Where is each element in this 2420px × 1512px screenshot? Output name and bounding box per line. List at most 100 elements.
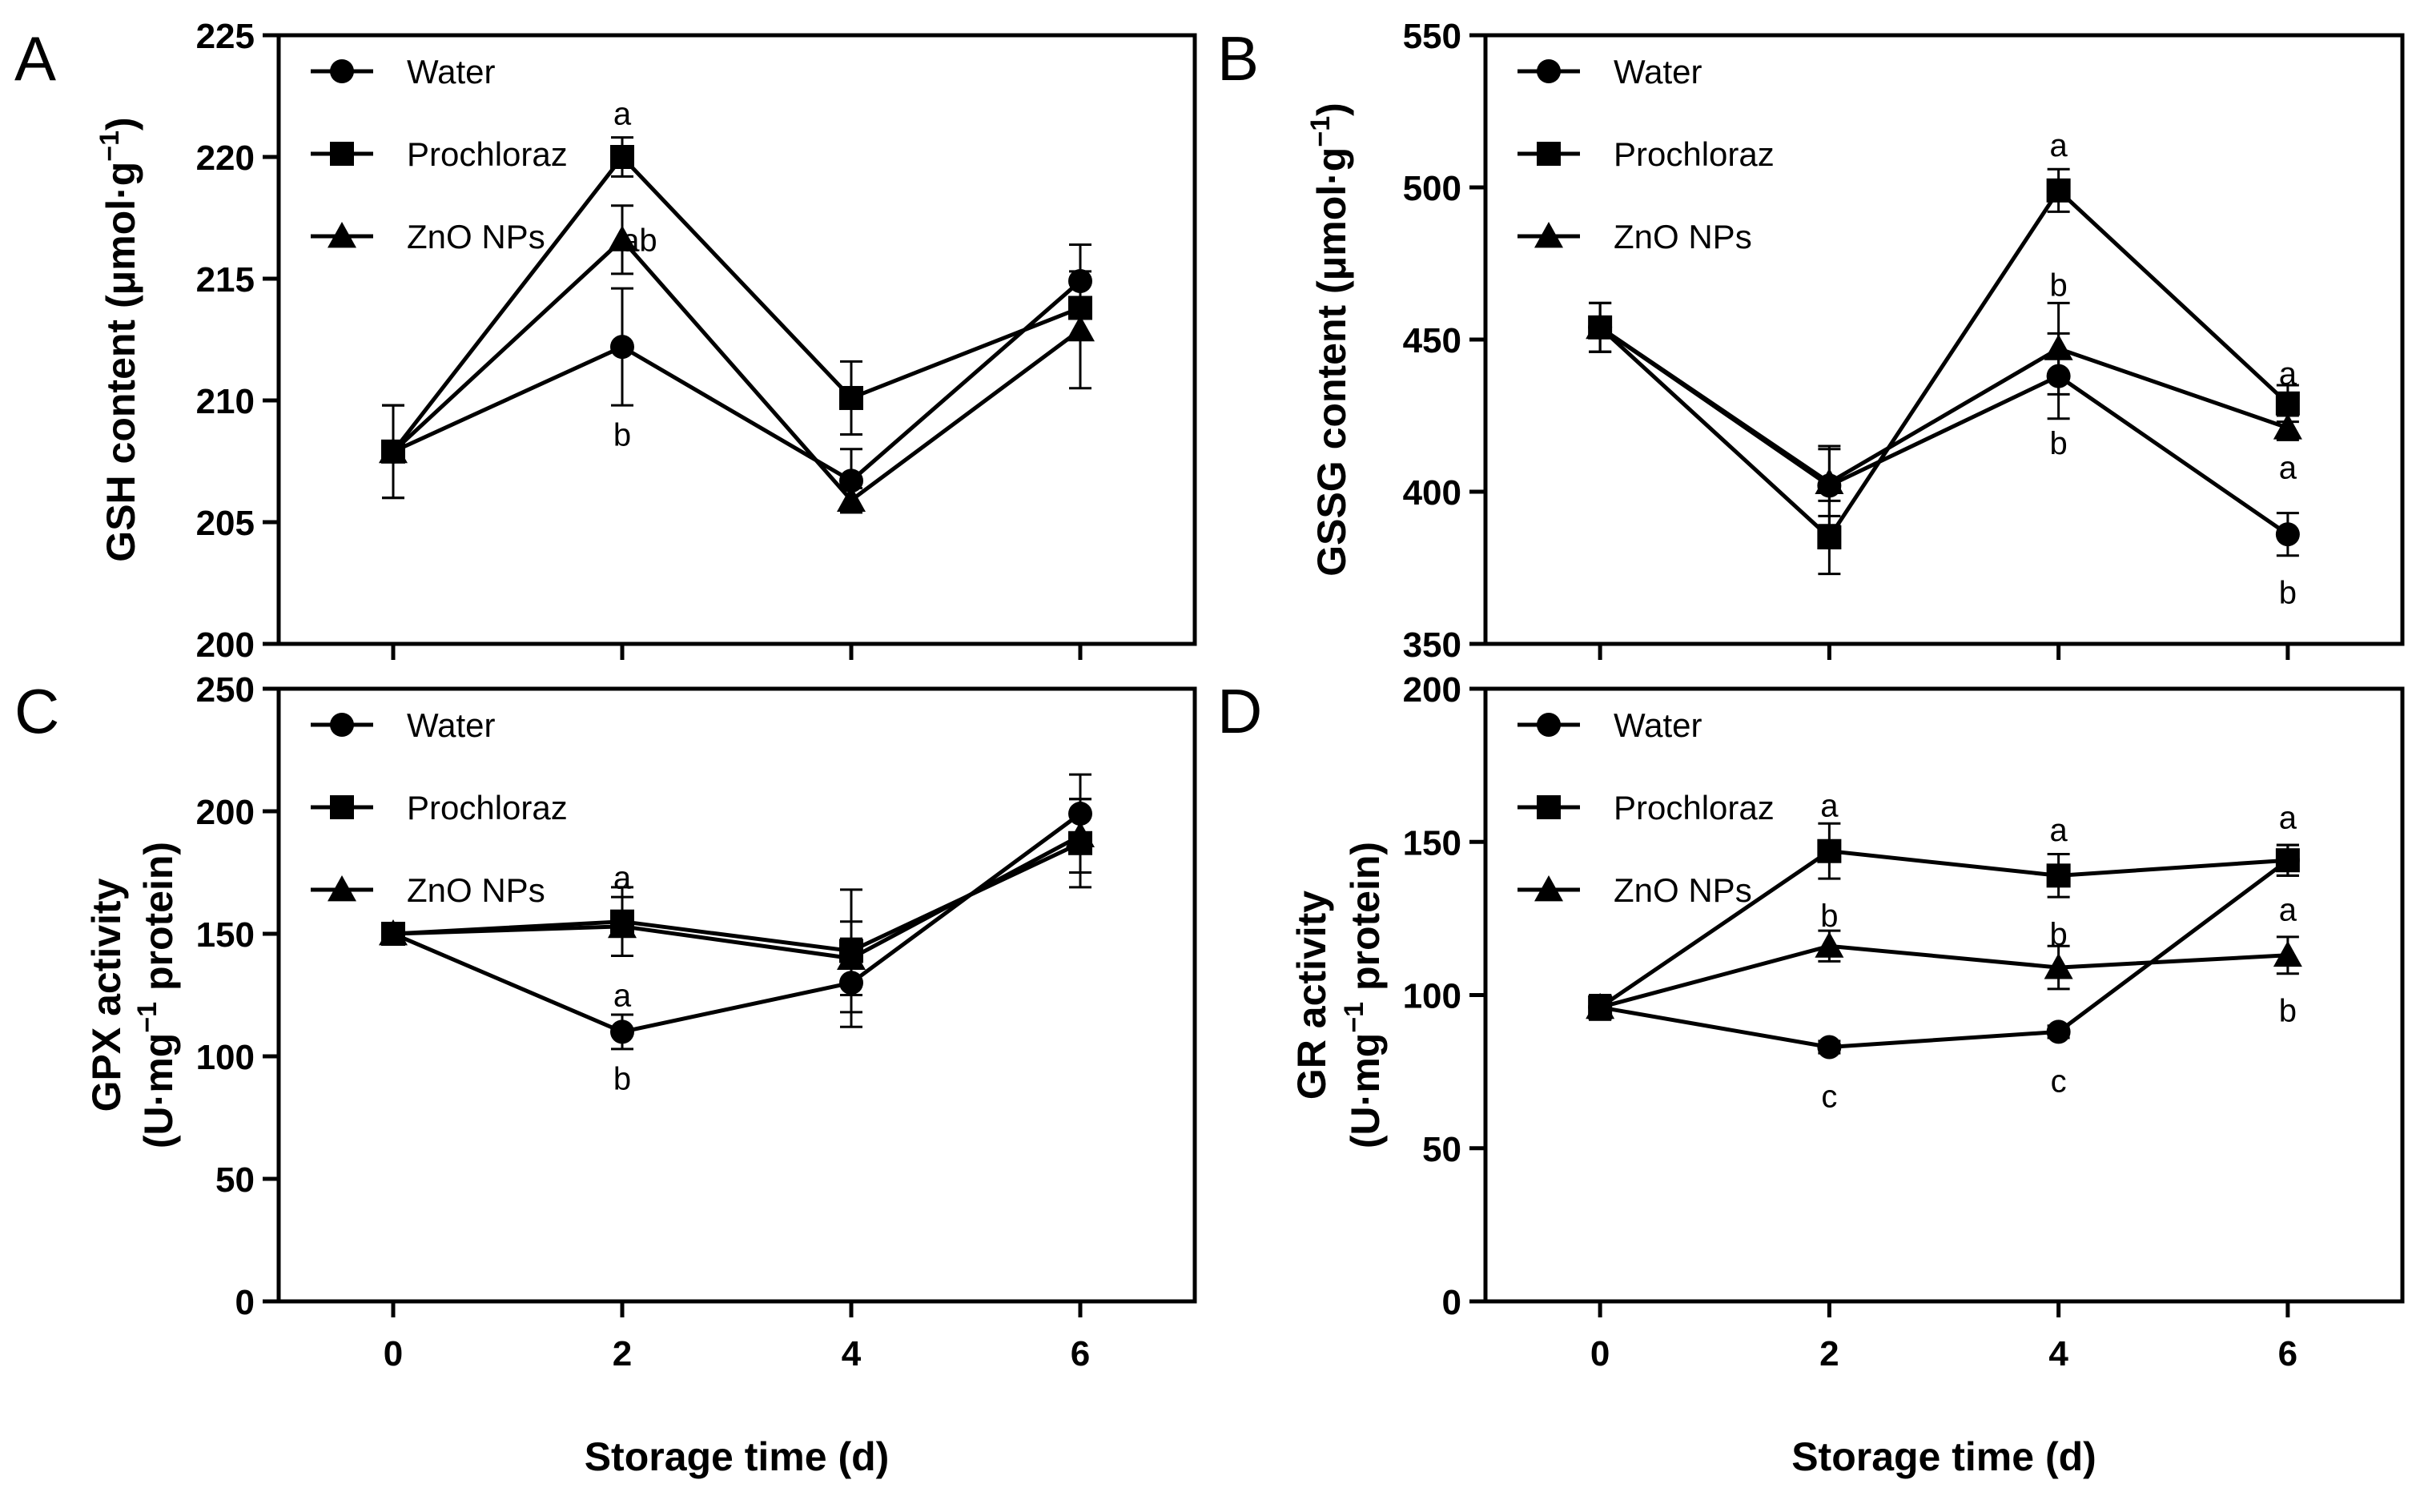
data-point [2046, 1019, 2071, 1044]
y-tick-label: 100 [196, 1038, 255, 1077]
y-axis-title: GR activity [1289, 891, 1334, 1100]
data-point [608, 225, 637, 251]
x-tick-label: 4 [842, 1334, 862, 1373]
significance-label: a [2050, 128, 2068, 163]
legend-label: ZnO NPs [407, 871, 545, 909]
significance-label: b [2279, 994, 2297, 1029]
data-point [610, 145, 634, 169]
significance-label: ab [621, 223, 657, 258]
data-point [2275, 522, 2300, 547]
panel-a: A 200 205 210 215 220 225 GSH content (μmol·g−1… [14, 17, 1197, 665]
panel-d: D 0 50 100 150 200 0 2 4 6 GR activity (U·mg−1 prot… [1217, 670, 2405, 1373]
data-point [1817, 838, 1842, 863]
y-axis-title-sup: −1 [94, 131, 125, 162]
significance-label: c [1821, 1080, 1837, 1115]
series-line [1598, 325, 2289, 537]
data-point [2273, 413, 2302, 440]
data-point [379, 436, 408, 464]
data-point [2044, 953, 2073, 979]
plot-frame [1483, 33, 2405, 646]
data-point [1586, 312, 1615, 340]
data-point [837, 485, 866, 513]
y-tick-label: 450 [1403, 321, 1461, 360]
legend-marker [328, 875, 356, 902]
x-axis-title: Storage time (d) [1791, 1434, 2096, 1479]
series-prochloraz [381, 136, 1092, 500]
legend-marker [1537, 142, 1561, 166]
panel-c: C 0 50 100 150 200 250 0 2 4 6 GPX activity (U·mg−1 … [14, 670, 1197, 1373]
series-zno-nps [1586, 301, 2302, 517]
series-line [1598, 849, 2289, 1009]
significance-label: b [2050, 268, 2068, 304]
legend-label: ZnO NPs [1614, 871, 1752, 909]
y-tick-label: 100 [1403, 977, 1461, 1016]
significance-label: c [2051, 1064, 2067, 1100]
data-point [2044, 334, 2073, 360]
series-line [392, 812, 1082, 1034]
series-zno-nps [379, 204, 1095, 514]
series-line [392, 155, 1081, 453]
data-point [839, 468, 863, 493]
y-tick-label: 200 [1403, 670, 1461, 710]
data-point [1815, 931, 1844, 958]
legend-marker [1537, 713, 1561, 737]
series-line [1598, 325, 2289, 485]
y-axis-title-units: (U·mg−1 protein) [132, 842, 181, 1148]
significance-label: a [2050, 813, 2068, 848]
y-axis-title: GSH content (μmol·g−1) [94, 117, 143, 561]
significance-label: a [2279, 801, 2297, 836]
plot-frame [1483, 686, 2405, 1304]
series-zno-nps [1586, 929, 2302, 1021]
y-axis-title-part: GSSG content (μmol·g [1309, 147, 1354, 577]
legend: Water Prochloraz ZnO NPs [1518, 53, 1775, 255]
x-tick-label: 0 [384, 1334, 403, 1373]
y-tick-label: 215 [196, 260, 255, 300]
legend: Water Prochloraz ZnO NPs [311, 706, 568, 909]
x-tick-label: 6 [1071, 1334, 1090, 1373]
y-tick-label: 200 [196, 625, 255, 665]
legend-marker [330, 142, 354, 166]
data-point [610, 1019, 634, 1044]
legend-label: Water [1614, 53, 1702, 90]
y-axis-title: GPX activity [84, 878, 129, 1112]
data-point [839, 385, 863, 410]
panel-letter: C [14, 676, 59, 746]
legend: Water Prochloraz ZnO NPs [311, 53, 568, 255]
y-axis-title-part: protein) [136, 842, 181, 1002]
y-tick-label: 250 [196, 670, 255, 710]
legend-marker [330, 795, 354, 819]
y-tick-label: 210 [196, 382, 255, 421]
legend-label: Water [407, 706, 495, 744]
data-point [1066, 821, 1095, 847]
data-point [1817, 525, 1842, 549]
plot-frame [276, 686, 1197, 1304]
legend-label: Prochloraz [1614, 789, 1775, 826]
series-water [1588, 301, 2300, 557]
y-tick-label: 225 [196, 17, 255, 56]
y-axis-title-part: protein) [1343, 842, 1388, 1002]
series-line [392, 834, 1082, 961]
data-point [2273, 940, 2302, 967]
significance-label: a [2279, 451, 2297, 486]
x-tick-label: 6 [2278, 1334, 2297, 1373]
legend-label: Prochloraz [407, 789, 568, 826]
plot-frame [276, 33, 1197, 646]
y-axis-title-units: (U·mg−1 protein) [1339, 842, 1388, 1148]
legend-marker [1534, 875, 1563, 902]
series-line [392, 279, 1082, 483]
y-axis-title-sup: −1 [1305, 116, 1336, 147]
significance-label: a [1820, 788, 1839, 823]
y-tick-label: 550 [1403, 17, 1461, 56]
legend-label: ZnO NPs [407, 218, 545, 255]
legend-marker [1537, 795, 1561, 819]
x-axis-title: Storage time (d) [585, 1434, 890, 1479]
legend-marker [330, 713, 354, 737]
significance-label: a [2279, 356, 2297, 392]
legend-marker [1537, 59, 1561, 83]
y-tick-label: 150 [196, 915, 255, 955]
y-tick-label: 350 [1403, 625, 1461, 665]
y-tick-label: 500 [1403, 169, 1461, 208]
legend: Water Prochloraz ZnO NPs [1518, 706, 1775, 909]
y-tick-label: 50 [1422, 1130, 1461, 1169]
data-point [837, 943, 866, 970]
